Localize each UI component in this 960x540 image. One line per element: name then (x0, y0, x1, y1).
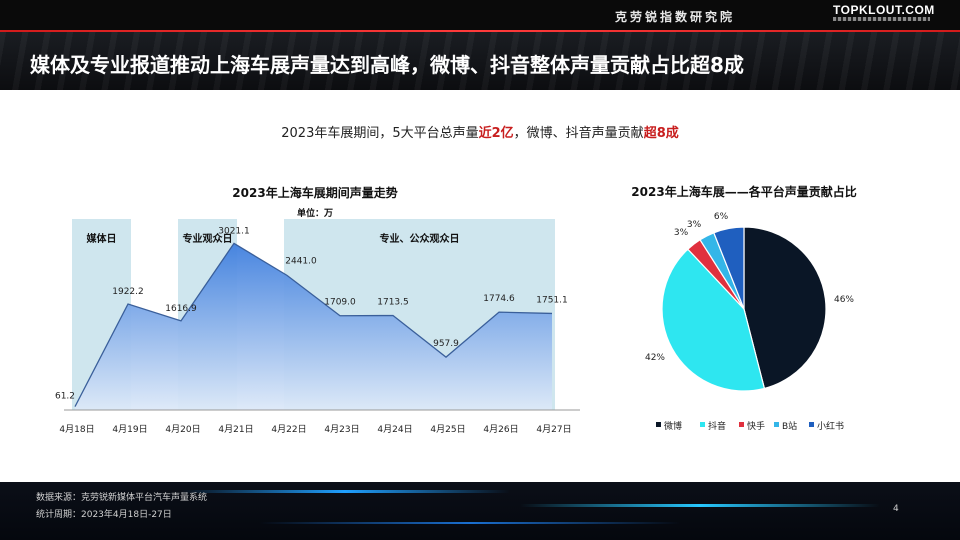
legend-swatch (809, 422, 814, 427)
footer-light-beam (180, 490, 510, 493)
x-tick-label: 4月21日 (218, 424, 253, 435)
legend-label: B站 (782, 420, 797, 432)
legend-swatch (656, 422, 661, 427)
x-tick-label: 4月20日 (165, 424, 200, 435)
pie-slice-label: 42% (645, 353, 665, 363)
page-number: 4 (893, 504, 899, 514)
phase-label: 专业、公众观众日 (380, 232, 460, 245)
red-divider (0, 30, 960, 32)
top-bar: 克劳锐指数研究院 TOPKLOUT.COM (0, 0, 960, 30)
pie-slice (713, 226, 745, 310)
data-label: 957.9 (433, 339, 459, 349)
footer: 数据来源：克劳锐新媒体平台汽车声量系统 统计周期：2023年4月18日-27日 … (0, 482, 960, 540)
data-label: 2441.0 (285, 256, 317, 266)
pie-slice-label: 46% (834, 295, 854, 305)
footer-light-beam (520, 504, 880, 507)
phase-label: 专业观众日 (183, 232, 233, 245)
subtitle-text-2: ，微博、抖音声量贡献 (513, 126, 644, 141)
x-tick-label: 4月24日 (377, 424, 412, 435)
subtitle-highlight-2: 超8成 (643, 126, 679, 141)
data-label: 1751.1 (536, 295, 568, 305)
data-label: 1709.0 (324, 298, 356, 308)
trend-area (75, 243, 552, 410)
subtitle-highlight-1: 近2亿 (478, 126, 514, 141)
x-tick-label: 4月19日 (112, 424, 147, 435)
data-label: 1922.2 (112, 287, 144, 297)
brand-logo: TOPKLOUT.COM (833, 3, 935, 17)
x-tick-label: 4月25日 (430, 424, 465, 435)
legend-swatch (700, 422, 705, 427)
data-label: 61.2 (55, 392, 75, 402)
legend-swatch (774, 422, 779, 427)
pie-slice-label: 3% (687, 220, 702, 230)
page-subtitle: 2023年车展期间，5大平台总声量近2亿，微博、抖音声量贡献超8成 (0, 122, 960, 141)
data-label: 1713.5 (377, 297, 409, 307)
data-label: 3021.1 (218, 226, 250, 236)
x-tick-label: 4月23日 (324, 424, 359, 435)
legend-label: 微博 (664, 420, 682, 432)
legend-swatch (739, 422, 744, 427)
legend-label: 小红书 (817, 420, 844, 432)
trend-line (74, 242, 553, 407)
x-tick-label: 4月18日 (59, 424, 94, 435)
footer-light-beam (260, 522, 680, 524)
title-bar: 媒体及专业报道推动上海车展声量达到高峰，微博、抖音整体声量贡献占比超8成 (0, 32, 960, 90)
trend-chart-title: 2023年上海车展期间声量走势 (232, 185, 397, 200)
subtitle-text-1: 2023年车展期间，5大平台总声量 (281, 126, 479, 141)
data-label: 1774.6 (483, 294, 515, 304)
trend-chart-unit: 单位：万 (297, 207, 333, 219)
pie-slice (743, 226, 827, 390)
pie-slice-label: 3% (674, 228, 689, 238)
data-source: 数据来源：克劳锐新媒体平台汽车声量系统 (36, 493, 208, 503)
x-tick-label: 4月27日 (536, 424, 571, 435)
legend-label: 快手 (747, 420, 765, 432)
page-title: 媒体及专业报道推动上海车展声量达到高峰，微博、抖音整体声量贡献占比超8成 (30, 53, 744, 77)
x-tick-label: 4月26日 (483, 424, 518, 435)
stat-period: 统计周期：2023年4月18日-27日 (36, 510, 172, 520)
institute-name: 克劳锐指数研究院 (615, 10, 736, 24)
pie-slice-label: 6% (714, 212, 729, 222)
pie-chart-title: 2023年上海车展——各平台声量贡献占比 (631, 184, 856, 199)
legend-label: 抖音 (708, 420, 726, 432)
data-label: 1616.9 (165, 304, 197, 314)
title-bar-texture (0, 32, 960, 90)
pie-slice (661, 248, 766, 392)
x-tick-label: 4月22日 (271, 424, 306, 435)
phase-label: 媒体日 (86, 232, 117, 245)
logo-subtext (833, 17, 930, 21)
